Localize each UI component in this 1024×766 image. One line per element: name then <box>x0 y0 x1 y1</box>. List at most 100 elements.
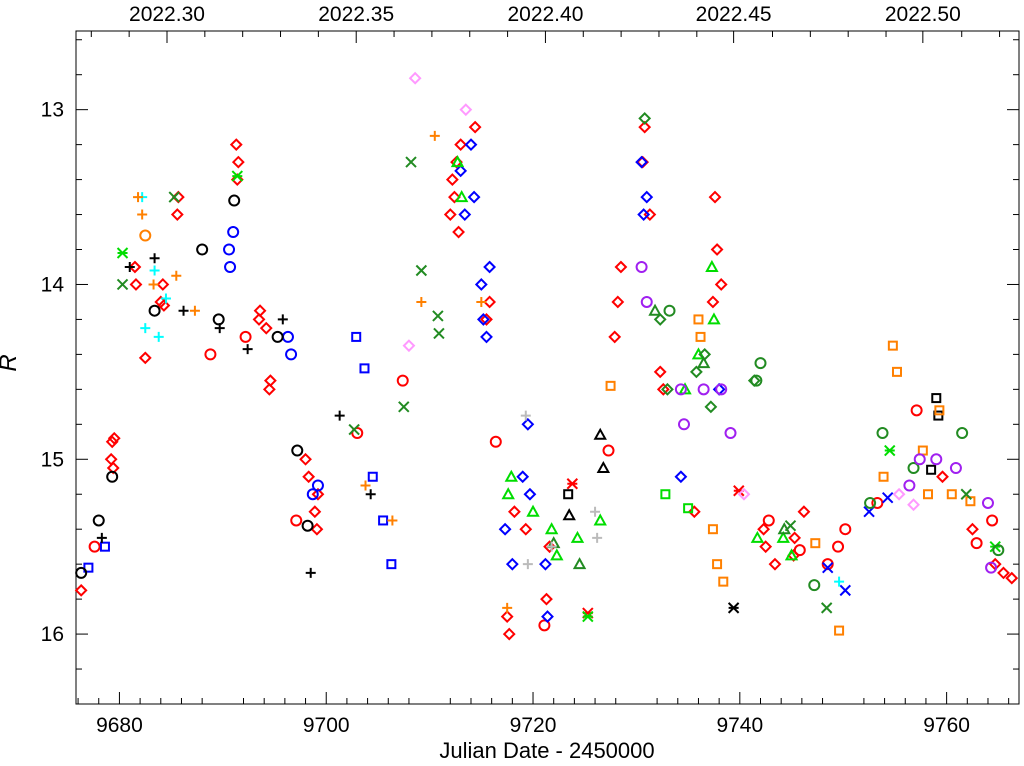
data-point-diamond <box>128 260 142 274</box>
data-point-square <box>367 471 378 482</box>
data-point-square <box>378 515 389 526</box>
data-point-x <box>398 401 410 413</box>
data-point-diamond <box>710 243 724 256</box>
data-point-triangle <box>544 522 559 535</box>
data-point-square <box>923 489 934 500</box>
data-point-square <box>683 503 694 514</box>
data-point-plus <box>365 489 376 500</box>
data-point-circle <box>212 313 225 326</box>
data-point-diamond <box>253 304 267 318</box>
data-point-diamond <box>523 487 537 501</box>
data-point-x <box>784 519 797 532</box>
data-point-diamond <box>445 173 459 186</box>
data-point-x <box>116 278 129 291</box>
data-point-square <box>926 464 937 475</box>
data-point-diamond <box>519 522 533 536</box>
data-point-diamond <box>311 487 325 501</box>
data-point-x <box>822 561 834 574</box>
data-point-square <box>834 625 845 636</box>
data-point-circle <box>223 243 236 256</box>
data-point-diamond <box>797 505 811 519</box>
data-point-square <box>712 559 723 570</box>
data-point-plus <box>520 410 531 421</box>
data-point-plus <box>189 305 200 316</box>
x-tick-label: 9720 <box>510 714 557 737</box>
data-point-x <box>415 264 428 277</box>
data-point-diamond <box>402 339 416 353</box>
y-tick-label: 13 <box>41 99 64 122</box>
data-point-triangle <box>572 557 587 570</box>
data-point-circle <box>635 260 648 273</box>
data-point-circle <box>204 348 217 361</box>
data-point-circle <box>986 514 999 527</box>
data-point-circle <box>808 579 821 592</box>
data-point-circle <box>754 357 767 370</box>
data-point-square <box>931 393 942 404</box>
data-point-square <box>693 314 704 325</box>
data-point-diamond <box>611 295 625 309</box>
data-point-square <box>83 562 94 573</box>
data-point-circle <box>271 330 284 343</box>
data-point-asterisk <box>566 478 579 490</box>
data-point-plus <box>334 410 345 421</box>
data-point-diamond <box>674 470 688 484</box>
data-point-plus <box>242 344 253 355</box>
data-point-plus <box>214 323 225 334</box>
data-point-diamond <box>907 498 920 512</box>
data-point-circle <box>663 304 676 317</box>
data-point-diamond <box>263 374 277 388</box>
data-point-circle <box>724 427 737 440</box>
data-point-plus <box>124 261 135 272</box>
data-point-plus <box>96 532 107 543</box>
data-point-diamond <box>443 208 457 221</box>
data-point-circle <box>907 462 920 475</box>
data-point-diamond <box>653 365 667 379</box>
data-point-diamond <box>638 120 652 134</box>
data-point-circle <box>793 544 806 557</box>
data-point-diamond <box>231 155 245 169</box>
data-point-diamond <box>966 522 979 536</box>
data-point-circle <box>196 243 209 256</box>
data-point-diamond <box>229 138 243 152</box>
data-point-triangle <box>550 548 564 561</box>
x-tick-label: 9760 <box>923 714 970 737</box>
data-point-diamond <box>308 505 322 519</box>
data-point-diamond <box>737 487 751 501</box>
data-point-diamond <box>310 522 324 536</box>
data-point-triangle <box>504 469 519 482</box>
data-point-circle <box>88 540 101 553</box>
data-point-plus <box>277 314 288 325</box>
data-point-circle <box>956 427 969 440</box>
data-point-circle <box>224 260 237 273</box>
data-point-square <box>810 538 821 549</box>
data-point-square <box>563 489 574 500</box>
data-point-diamond <box>637 208 651 221</box>
data-point-triangle <box>784 548 799 561</box>
data-point-triangle <box>648 303 662 316</box>
data-point-circle <box>106 470 119 483</box>
data-point-circle <box>285 348 298 361</box>
data-point-square <box>718 576 729 587</box>
data-point-diamond <box>708 190 722 204</box>
data-point-square <box>934 405 945 416</box>
top-tick-label: 2022.40 <box>507 3 583 26</box>
data-point-circle <box>239 330 252 343</box>
data-point-circle <box>832 540 845 553</box>
data-point-diamond <box>299 452 312 466</box>
data-point-circle <box>949 462 962 475</box>
data-point-diamond <box>476 313 490 326</box>
data-point-circle <box>306 488 319 501</box>
data-point-diamond <box>507 505 521 519</box>
data-point-circle <box>489 435 502 448</box>
data-point-square <box>946 489 957 500</box>
data-point-plus <box>140 323 151 334</box>
data-point-diamond <box>106 461 120 475</box>
data-point-diamond <box>454 164 468 178</box>
data-point-plus <box>149 253 160 264</box>
data-point-triangle <box>705 259 719 272</box>
data-point-diamond <box>1005 571 1019 585</box>
data-point-diamond <box>543 540 556 554</box>
data-point-diamond <box>138 351 152 365</box>
data-point-diamond <box>468 120 482 134</box>
